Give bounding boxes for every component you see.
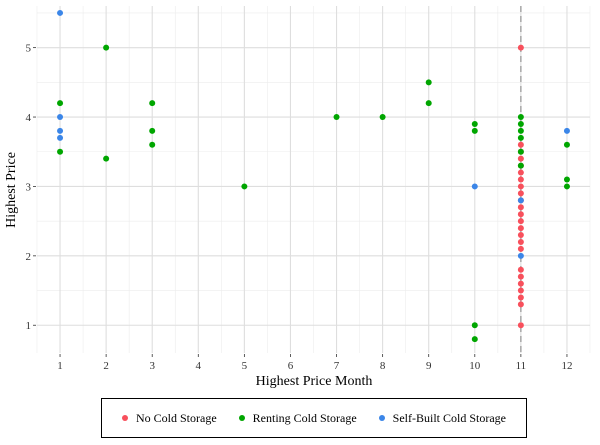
x-tick-label: 6 xyxy=(288,360,294,372)
point-renting-cold-storage xyxy=(563,176,570,183)
point-renting-cold-storage xyxy=(57,148,64,155)
legend-item-no-cold-storage: No Cold Storage xyxy=(122,411,217,426)
point-renting-cold-storage xyxy=(517,148,524,155)
point-no-cold-storage xyxy=(517,155,524,162)
x-tick-label: 5 xyxy=(242,360,248,372)
point-renting-cold-storage xyxy=(517,162,524,169)
point-renting-cold-storage xyxy=(563,141,570,148)
point-renting-cold-storage xyxy=(471,336,478,343)
point-renting-cold-storage xyxy=(149,141,156,148)
point-no-cold-storage xyxy=(517,322,524,329)
point-self-built-cold-storage xyxy=(57,114,64,121)
y-tick-label: 3 xyxy=(26,181,32,193)
point-no-cold-storage xyxy=(517,287,524,294)
x-axis-title: Highest Price Month xyxy=(256,374,373,389)
point-renting-cold-storage xyxy=(149,100,156,107)
point-no-cold-storage xyxy=(517,225,524,232)
point-no-cold-storage xyxy=(517,190,524,197)
x-tick-label: 1 xyxy=(57,360,63,372)
point-no-cold-storage xyxy=(517,245,524,252)
point-renting-cold-storage xyxy=(103,155,110,162)
y-tick-label: 4 xyxy=(26,112,32,124)
legend: No Cold Storage Renting Cold Storage Self-… xyxy=(101,398,527,438)
point-self-built-cold-storage xyxy=(57,134,64,141)
y-tick-label: 2 xyxy=(26,251,32,263)
plot-background xyxy=(0,0,600,395)
point-renting-cold-storage xyxy=(563,183,570,190)
point-renting-cold-storage xyxy=(517,134,524,141)
point-self-built-cold-storage xyxy=(471,183,478,190)
legend-item-renting-cold-storage: Renting Cold Storage xyxy=(238,410,357,426)
point-renting-cold-storage xyxy=(517,127,524,134)
point-self-built-cold-storage xyxy=(517,252,524,259)
point-renting-cold-storage xyxy=(333,114,340,121)
point-renting-cold-storage xyxy=(471,322,478,329)
legend-label: Self-Built Cold Storage xyxy=(392,410,506,425)
point-no-cold-storage xyxy=(517,176,524,183)
point-no-cold-storage xyxy=(517,141,524,148)
point-no-cold-storage xyxy=(517,301,524,308)
point-renting-cold-storage xyxy=(471,127,478,134)
point-renting-cold-storage xyxy=(241,183,248,190)
point-no-cold-storage xyxy=(517,266,524,273)
point-no-cold-storage xyxy=(517,44,524,51)
x-tick-label: 8 xyxy=(380,360,386,372)
minor-gridlines xyxy=(36,6,591,353)
x-tick-label: 9 xyxy=(426,360,432,372)
point-self-built-cold-storage xyxy=(517,197,524,204)
legend-item-self-built-cold-storage: Self-Built Cold Storage xyxy=(378,410,506,426)
legend-swatch xyxy=(238,415,245,421)
point-renting-cold-storage xyxy=(149,127,156,134)
data-points xyxy=(57,9,570,343)
point-self-built-cold-storage xyxy=(57,9,64,16)
point-no-cold-storage xyxy=(517,273,524,280)
x-tick-label: 11 xyxy=(516,360,527,372)
point-no-cold-storage xyxy=(517,294,524,301)
point-no-cold-storage xyxy=(517,183,524,190)
point-no-cold-storage xyxy=(517,204,524,211)
legend-swatch xyxy=(378,415,385,421)
y-tick-label: 1 xyxy=(26,320,32,332)
point-no-cold-storage xyxy=(517,238,524,245)
point-no-cold-storage xyxy=(517,218,524,225)
point-no-cold-storage xyxy=(517,232,524,239)
point-renting-cold-storage xyxy=(425,100,432,107)
point-no-cold-storage xyxy=(517,169,524,176)
point-no-cold-storage xyxy=(517,211,524,218)
x-tick-label: 3 xyxy=(149,360,155,372)
y-tick-label: 5 xyxy=(26,43,32,55)
x-tick-label: 2 xyxy=(103,360,109,372)
point-renting-cold-storage xyxy=(103,44,110,51)
legend-label: Renting Cold Storage xyxy=(252,410,357,425)
x-tick-label: 4 xyxy=(196,360,202,372)
x-tick-label: 10 xyxy=(469,360,481,372)
point-renting-cold-storage xyxy=(517,120,524,127)
point-renting-cold-storage xyxy=(425,79,432,86)
point-renting-cold-storage xyxy=(471,120,478,127)
y-axis-title: Highest Price xyxy=(4,152,19,228)
point-no-cold-storage xyxy=(517,280,524,287)
x-tick-label: 12 xyxy=(561,360,572,372)
y-axis-ticks: 1 2 3 4 5 xyxy=(26,43,36,332)
legend-swatch xyxy=(122,415,128,421)
point-renting-cold-storage xyxy=(517,114,524,121)
x-axis-ticks: 1 2 3 4 5 6 7 8 9 10 11 12 xyxy=(57,354,572,372)
legend-label: No Cold Storage xyxy=(136,410,217,425)
point-renting-cold-storage xyxy=(57,100,64,107)
point-renting-cold-storage xyxy=(379,114,386,121)
point-self-built-cold-storage xyxy=(563,127,570,134)
point-self-built-cold-storage xyxy=(57,127,64,134)
x-tick-label: 7 xyxy=(334,360,340,372)
